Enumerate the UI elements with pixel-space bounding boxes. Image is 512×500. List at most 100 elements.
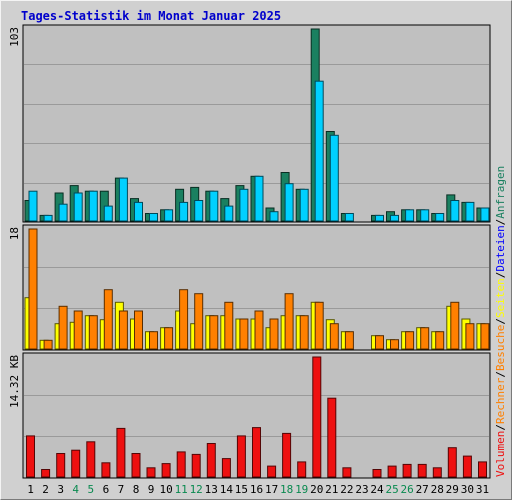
bar-dateien-day-5 <box>88 190 98 222</box>
day-label-16: 16 <box>250 483 263 496</box>
day-label-8: 8 <box>133 483 140 496</box>
bar-besuche-day-11 <box>179 289 189 350</box>
bar-besuche-day-29 <box>450 301 460 350</box>
day-label-21: 21 <box>325 483 338 496</box>
day-label-29: 29 <box>446 483 459 496</box>
bar-besuche-day-26 <box>405 331 415 350</box>
bar-dateien-day-31 <box>480 207 490 222</box>
day-label-17: 17 <box>265 483 278 496</box>
bar-dateien-day-26 <box>405 209 415 222</box>
bar-besuche-day-1 <box>28 228 38 350</box>
bar-besuche-day-22 <box>344 331 354 350</box>
bar-dateien-day-20 <box>314 80 324 222</box>
day-label-28: 28 <box>431 483 444 496</box>
day-label-15: 15 <box>235 483 248 496</box>
bar-besuche-day-8 <box>134 310 143 350</box>
bar-volumen-day-10 <box>161 463 171 478</box>
bar-besuche-day-25 <box>390 339 399 350</box>
bar-volumen-day-14 <box>221 458 231 478</box>
day-label-9: 9 <box>148 483 155 496</box>
day-label-2: 2 <box>42 483 49 496</box>
bar-dateien-day-10 <box>164 209 174 222</box>
bar-volumen-day-21 <box>327 397 337 478</box>
bar-volumen-day-16 <box>252 427 261 478</box>
bar-volumen-day-19 <box>297 461 307 478</box>
bar-dateien-day-2 <box>43 214 53 222</box>
day-label-4: 4 <box>72 483 79 496</box>
bar-besuche-day-31 <box>480 323 490 350</box>
bar-volumen-day-22 <box>342 467 352 478</box>
bar-dateien-day-16 <box>254 175 264 222</box>
bar-besuche-day-12 <box>194 293 204 350</box>
bar-dateien-day-12 <box>194 200 204 222</box>
day-label-26: 26 <box>400 483 413 496</box>
legend-item-besuche: Besuche <box>494 325 507 371</box>
bar-besuche-day-16 <box>254 310 264 350</box>
bar-volumen-day-27 <box>417 463 427 478</box>
bar-besuche-day-7 <box>118 310 128 350</box>
day-label-18: 18 <box>280 483 293 496</box>
bar-besuche-day-21 <box>329 323 339 350</box>
day-label-11: 11 <box>175 483 188 496</box>
bar-volumen-day-17 <box>267 465 277 478</box>
day-label-23: 23 <box>355 483 368 496</box>
bar-besuche-day-4 <box>73 310 83 350</box>
legend-item-seiten: Seiten <box>494 278 507 318</box>
bar-dateien-day-11 <box>179 201 189 222</box>
bar-volumen-day-8 <box>131 453 141 478</box>
day-label-19: 19 <box>295 483 308 496</box>
bar-dateien-day-1 <box>28 190 38 222</box>
bar-dateien-day-19 <box>299 188 309 222</box>
legend-item-rechner: Rechner <box>494 377 507 424</box>
day-label-14: 14 <box>220 483 234 496</box>
legend-separator: / <box>494 318 507 325</box>
bar-volumen-day-4 <box>71 449 81 478</box>
bar-volumen-day-1 <box>26 435 35 478</box>
bar-dateien-day-18 <box>284 183 294 222</box>
bar-besuche-day-17 <box>269 318 279 350</box>
bar-volumen-day-5 <box>86 441 96 478</box>
bar-volumen-day-24 <box>372 469 382 478</box>
bar-besuche-day-24 <box>375 335 384 350</box>
day-label-5: 5 <box>87 483 94 496</box>
bar-dateien-day-3 <box>58 203 68 222</box>
bar-besuche-day-19 <box>299 315 309 350</box>
bar-dateien-day-30 <box>465 201 475 222</box>
bar-dateien-day-27 <box>420 209 430 222</box>
bar-volumen-day-29 <box>447 447 457 478</box>
legend-separator: / <box>494 272 507 279</box>
bar-dateien-day-7 <box>118 177 128 222</box>
bar-dateien-day-29 <box>450 200 460 222</box>
bar-besuche-day-20 <box>314 301 324 350</box>
bar-volumen-day-18 <box>282 432 292 478</box>
day-label-12: 12 <box>190 483 203 496</box>
bar-dateien-day-9 <box>149 213 158 222</box>
bar-dateien-day-14 <box>224 205 234 222</box>
right-legend: Volumen/Rechner/Besuche/Seiten/Dateien/A… <box>494 166 507 477</box>
bar-besuche-day-9 <box>149 331 158 350</box>
day-label-10: 10 <box>159 483 172 496</box>
bar-besuche-day-13 <box>209 315 219 350</box>
legend-separator: / <box>494 424 507 431</box>
bar-volumen-day-3 <box>56 453 66 478</box>
bar-volumen-day-12 <box>191 453 201 478</box>
bar-dateien-day-15 <box>239 188 249 222</box>
day-label-25: 25 <box>385 483 398 496</box>
bar-besuche-day-15 <box>239 318 249 350</box>
bar-volumen-day-20 <box>312 356 322 478</box>
bar-volumen-day-25 <box>387 465 397 478</box>
bar-besuche-day-5 <box>88 315 98 350</box>
day-label-30: 30 <box>461 483 474 496</box>
bar-besuche-day-6 <box>103 289 113 350</box>
legend-item-anfragen: Anfragen <box>494 166 507 219</box>
legend-separator: / <box>494 219 507 226</box>
legend-item-volumen: Volumen <box>494 431 507 477</box>
bar-volumen-day-31 <box>478 461 487 478</box>
bar-dateien-day-8 <box>134 201 143 222</box>
day-label-6: 6 <box>103 483 110 496</box>
bar-volumen-day-6 <box>101 462 111 478</box>
day-label-24: 24 <box>370 483 384 496</box>
bar-dateien-day-28 <box>435 213 445 222</box>
day-label-27: 27 <box>416 483 429 496</box>
bar-dateien-day-13 <box>209 190 219 222</box>
